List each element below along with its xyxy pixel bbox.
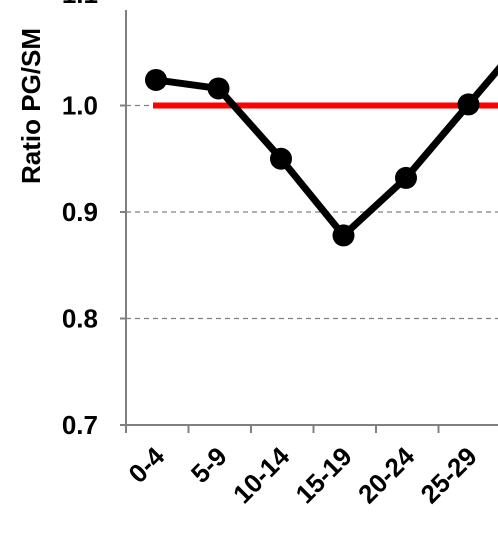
- y-tick-label: 0.8: [62, 304, 98, 334]
- y-axis-label: Ratio PG/SM: [16, 28, 46, 184]
- y-tick-label: 0.7: [62, 410, 98, 440]
- data-point: [332, 224, 355, 247]
- series-group: [145, 64, 498, 247]
- x-tick-label: 5-9: [185, 441, 233, 489]
- y-tick-label: 1.0: [62, 91, 98, 121]
- y-tick-label-clipped: 1.1: [62, 0, 98, 9]
- y-axis-top-tick-label: 1.1: [62, 0, 98, 9]
- x-tick-label: 0-4: [122, 441, 170, 489]
- y-tick-label: 0.9: [62, 197, 98, 227]
- data-point: [207, 77, 230, 100]
- data-point: [457, 93, 480, 116]
- data-point: [395, 166, 417, 189]
- x-tick-label: 15-19: [290, 441, 358, 509]
- x-tick-label: 20-24: [352, 441, 421, 510]
- series-line: [155, 64, 498, 239]
- x-tick-label: 25-29: [415, 441, 483, 509]
- data-point: [145, 68, 167, 91]
- x-tick-label: 10-14: [227, 441, 296, 510]
- axes: [121, 10, 498, 426]
- y-tick-labels: 0.7 0.8 0.9 1.0: [62, 91, 126, 440]
- data-point: [270, 147, 292, 170]
